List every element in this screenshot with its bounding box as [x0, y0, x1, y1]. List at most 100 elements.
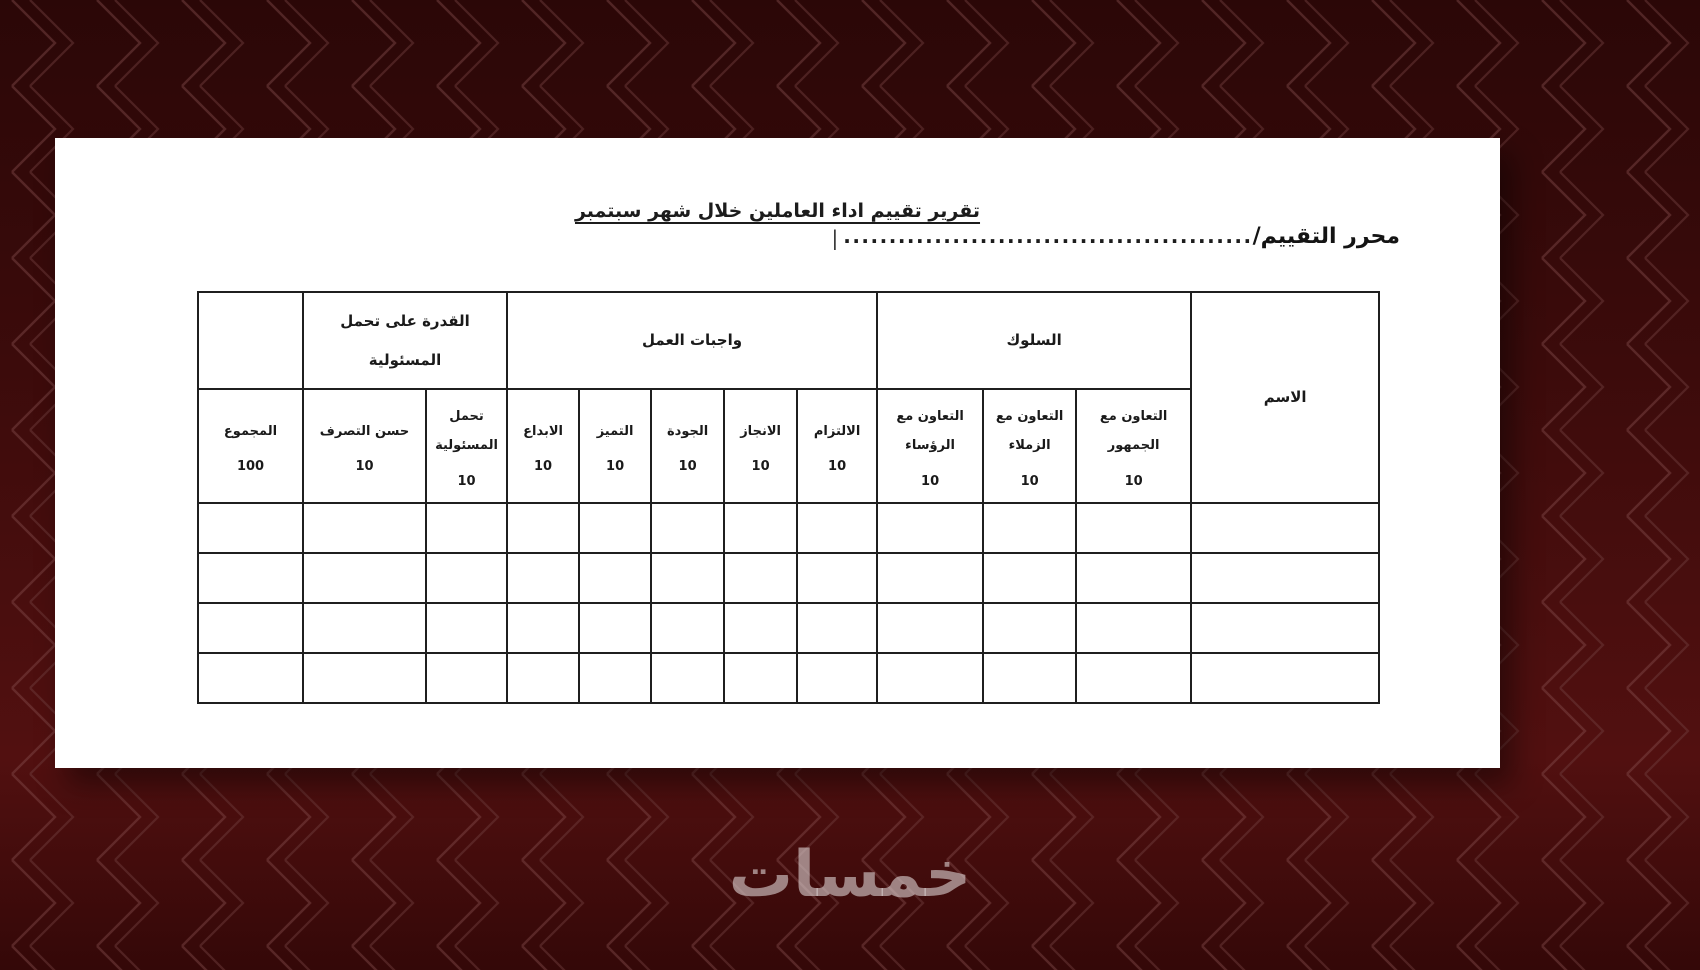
column-score: 10	[678, 459, 697, 475]
empty-cell	[197, 652, 304, 704]
column-label: التعاون مع الزملاء	[995, 409, 1064, 453]
empty-cell	[506, 652, 581, 704]
page-title: تقرير تقييم اداء العاملين خلال شهر سبتمب…	[574, 200, 981, 222]
table-row	[197, 652, 1381, 704]
empty-cell	[650, 552, 726, 604]
empty-cell	[982, 552, 1078, 604]
col-header-excellence: التميز 10	[578, 388, 653, 504]
table-row	[197, 552, 1381, 604]
col-header-responsibility: تحمل المسئولية 10	[425, 388, 509, 504]
evaluation-table: الاسم السلوك واجبات العمل القدرة على تحم…	[197, 291, 1381, 704]
header-name: الاسم	[1190, 291, 1381, 504]
column-label: الالتزام	[813, 423, 861, 439]
khamsat-watermark: خمسات	[728, 838, 972, 912]
header-cell-content: الجودة 10	[652, 391, 723, 501]
empty-cell	[578, 602, 653, 654]
empty-cell	[578, 652, 653, 704]
column-label: تحمل المسئولية	[435, 409, 498, 453]
empty-cell	[796, 552, 879, 604]
empty-cell	[425, 552, 509, 604]
col-header-commitment: الالتزام 10	[796, 388, 879, 504]
column-score: 100	[236, 459, 265, 475]
column-label: الجودة	[666, 423, 709, 439]
header-cell-content: الابداع 10	[508, 391, 578, 501]
header-cell-content: التعاون مع الزملاء 10	[984, 391, 1075, 501]
table-row	[197, 602, 1381, 654]
empty-cell	[197, 552, 304, 604]
column-label: الانجاز	[740, 423, 781, 439]
header-cell-content: التعاون مع الجمهور 10	[1077, 391, 1190, 501]
col-header-quality: الجودة 10	[650, 388, 726, 504]
empty-cell	[301, 602, 428, 654]
group-header-row: الاسم السلوك واجبات العمل القدرة على تحم…	[197, 291, 1381, 504]
column-score: 10	[751, 459, 770, 475]
empty-cell	[723, 602, 799, 654]
empty-cell	[876, 602, 985, 654]
column-label: التعاون مع الجمهور	[1099, 409, 1168, 453]
document-page: تقرير تقييم اداء العاملين خلال شهر سبتمب…	[55, 138, 1500, 768]
header-cell-content: المجموع 100	[199, 391, 302, 501]
empty-cell	[1190, 552, 1381, 604]
empty-cell	[876, 502, 985, 554]
col-header-public-cooperation: التعاون مع الجمهور 10	[1075, 388, 1193, 504]
empty-cell	[197, 602, 304, 654]
empty-cell	[796, 652, 879, 704]
header-cell-content: الانجاز 10	[725, 391, 796, 501]
header-cell-content: الالتزام 10	[798, 391, 876, 501]
column-score: 10	[457, 473, 476, 489]
header-cell-content: حسن التصرف 10	[304, 391, 425, 501]
column-score: 10	[534, 459, 553, 475]
empty-cell	[723, 652, 799, 704]
empty-cell	[796, 602, 879, 654]
empty-cell	[982, 602, 1078, 654]
empty-cell	[506, 502, 581, 554]
col-header-creativity: الابداع 10	[506, 388, 581, 504]
column-label: المجموع	[223, 423, 278, 439]
empty-cell	[876, 552, 985, 604]
cursor-caret: |	[831, 226, 839, 250]
column-label: الابداع	[523, 423, 563, 439]
col-header-colleague-cooperation: التعاون مع الزملاء 10	[982, 388, 1078, 504]
empty-cell	[1075, 602, 1193, 654]
sub-header-row: التعاون مع الجمهور 10 التعاون مع الزملاء…	[197, 388, 1379, 504]
col-header-achievement: الانجاز 10	[723, 388, 799, 504]
evaluator-dotted-line: ........................................…	[843, 224, 1253, 248]
empty-cell	[1075, 552, 1193, 604]
empty-cell	[506, 602, 581, 654]
corner-cell	[197, 291, 304, 390]
header-duties-group: واجبات العمل	[506, 291, 879, 390]
column-score: 10	[921, 473, 940, 489]
empty-cell	[1075, 502, 1193, 554]
column-label: التميز	[596, 423, 634, 439]
empty-cell	[796, 502, 879, 554]
empty-cell	[1190, 602, 1381, 654]
empty-cell	[578, 552, 653, 604]
column-label: حسن التصرف	[319, 423, 410, 439]
header-behavior-group: السلوك	[876, 291, 1193, 390]
header-cell-content: التميز 10	[580, 391, 650, 501]
header-responsibility-group: القدرة على تحمل المسئولية	[301, 291, 509, 390]
empty-cell	[650, 502, 726, 554]
empty-cell	[301, 502, 428, 554]
empty-cell	[425, 652, 509, 704]
empty-cell	[650, 602, 726, 654]
header-cell-content: التعاون مع الرؤساء 10	[878, 391, 982, 501]
empty-cell	[982, 502, 1078, 554]
empty-cell	[1190, 652, 1381, 704]
empty-cell	[425, 502, 509, 554]
empty-cell	[506, 552, 581, 604]
column-score: 10	[1124, 473, 1143, 489]
evaluator-field: | ......................................…	[831, 224, 1400, 250]
empty-cell	[425, 602, 509, 654]
empty-cell	[301, 552, 428, 604]
empty-cell	[876, 652, 985, 704]
column-score: 10	[606, 459, 625, 475]
column-score: 10	[1020, 473, 1039, 489]
empty-cell	[1075, 652, 1193, 704]
column-score: 10	[828, 459, 847, 475]
empty-cell	[578, 502, 653, 554]
empty-cell	[197, 502, 304, 554]
table-row	[197, 502, 1381, 554]
empty-cell	[650, 652, 726, 704]
